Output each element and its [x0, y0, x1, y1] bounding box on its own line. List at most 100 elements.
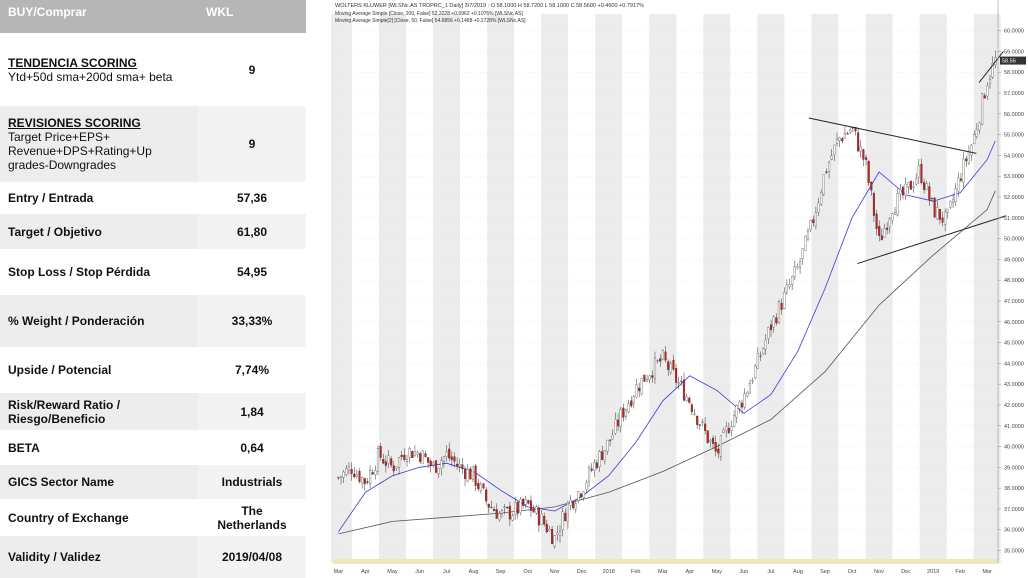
y-tick-label: 52.0000: [1004, 195, 1024, 201]
candle-body: [923, 182, 926, 190]
row-label: Validity / Validez: [0, 536, 198, 578]
candle-body: [793, 266, 796, 278]
row-value: 1,84: [198, 393, 306, 430]
candle-body: [696, 415, 699, 425]
candle-body: [957, 177, 960, 192]
candle-body: [938, 208, 941, 220]
candle-body: [727, 428, 730, 434]
candle-body: [611, 434, 614, 440]
candle-body: [899, 189, 902, 195]
candle-body: [564, 512, 567, 522]
table-row: Validity / Validez 2019/04/08: [0, 536, 306, 578]
candle-body: [603, 450, 606, 462]
candle-body: [540, 513, 543, 525]
y-tick-label: 60.0000: [1004, 29, 1024, 35]
candle-body: [653, 357, 657, 380]
candle-body: [946, 208, 949, 213]
candle-body: [590, 468, 593, 471]
x-tick-label: Mar: [658, 569, 668, 575]
x-tick-label: May: [712, 569, 723, 575]
row-label: GICS Sector Name: [0, 465, 198, 499]
candle-body: [561, 511, 564, 530]
candle-body: [624, 409, 628, 417]
candle-body: [817, 202, 820, 213]
candle-body: [767, 327, 770, 339]
candle-body: [828, 162, 831, 172]
y-tick-label: 42.0000: [1004, 403, 1024, 409]
candle-body: [651, 375, 654, 378]
candle-body: [886, 227, 889, 230]
tendencia-desc: Ytd+50d sma+200d sma+ beta: [8, 69, 173, 84]
candle-body: [812, 219, 815, 224]
y-tick-label: 55.0000: [1004, 133, 1024, 139]
x-tick-label: Nov: [550, 569, 560, 575]
price-chart: Mar Apr May Jun Jul Aug Sep Oct Nov Dec 2018 Feb Mar…: [331, 0, 1028, 578]
table-row: Target / Objetivo 61,80: [0, 214, 306, 249]
y-tick-label: 37.0000: [1004, 507, 1024, 513]
candle-body: [427, 457, 430, 463]
x-tick-label: Nov: [874, 569, 884, 575]
candle-body: [738, 401, 741, 409]
row-value: Industrials: [198, 465, 306, 499]
candle-body: [746, 391, 749, 397]
row-label: REVISIONES SCORING Target Price+EPS+ Rev…: [0, 106, 198, 182]
candle-body: [896, 193, 899, 216]
candle-body: [917, 165, 920, 178]
x-tick-label: Dec: [901, 569, 911, 575]
candle-body: [537, 507, 540, 526]
candle-body: [751, 380, 754, 382]
candle-body: [740, 402, 744, 408]
candle-body: [339, 476, 343, 479]
candle-body: [595, 462, 598, 469]
x-tick-label: Oct: [848, 569, 857, 575]
candle-body: [622, 407, 625, 418]
candle-body: [661, 350, 664, 360]
candle-body: [920, 163, 923, 184]
candle-body: [849, 130, 852, 133]
candle-body: [598, 451, 601, 467]
candle-body: [553, 535, 556, 547]
candle-body: [748, 383, 752, 394]
row-label: Stop Loss / Stop Pérdida: [0, 249, 198, 295]
candle-body: [801, 248, 804, 259]
candle-body: [864, 157, 868, 160]
candle-body: [688, 397, 691, 403]
candle-body: [630, 400, 633, 407]
candle-body: [791, 276, 794, 285]
row-value: 61,80: [198, 214, 306, 249]
table-row: Entry / Entrada 57,36: [0, 182, 306, 214]
candle-body: [965, 158, 968, 162]
candle-body: [532, 508, 535, 513]
candle-body: [941, 217, 944, 223]
candle-body: [646, 379, 649, 382]
row-value: The Netherlands: [198, 499, 306, 536]
candle-body: [405, 459, 409, 463]
candle-body: [614, 419, 617, 434]
candle-body: [704, 423, 707, 431]
row-label: % Weight / Ponderación: [0, 295, 198, 347]
y-tick-label: 54.0000: [1004, 153, 1024, 159]
candle-body: [627, 403, 630, 413]
x-axis-strip: [333, 559, 998, 563]
candle-body: [638, 387, 641, 392]
last-price-label: 58.56: [1002, 59, 1016, 65]
candle-body: [345, 468, 348, 475]
table-row: GICS Sector Name Industrials: [0, 465, 306, 499]
candle-body: [893, 212, 897, 215]
candle-body: [440, 460, 443, 469]
candle-body: [735, 405, 738, 418]
candle-body: [398, 457, 401, 468]
row-label: Upside / Potencial: [0, 347, 198, 393]
candle-body: [854, 127, 857, 132]
month-band: [541, 14, 569, 563]
candle-body: [522, 498, 525, 506]
candle-body: [355, 474, 358, 477]
candle-body: [400, 455, 403, 457]
candle-body: [915, 178, 918, 185]
y-tick-label: 59.0000: [1004, 49, 1024, 55]
candle-body: [975, 129, 978, 137]
revisiones-value: 9: [198, 106, 306, 182]
candle-body: [909, 180, 912, 190]
row-label: BETA: [0, 430, 198, 465]
candle-body: [347, 466, 351, 471]
